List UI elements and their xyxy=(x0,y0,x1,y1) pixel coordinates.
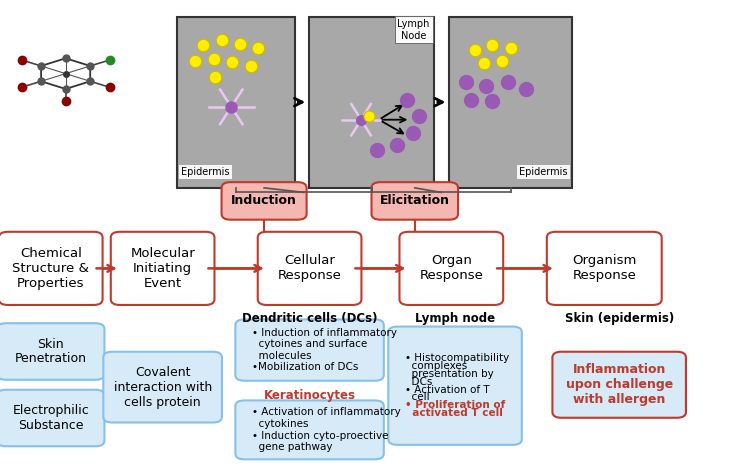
FancyBboxPatch shape xyxy=(222,182,307,219)
Text: DCs: DCs xyxy=(404,377,432,387)
Text: Induction: Induction xyxy=(231,194,297,208)
Text: • Activation of inflammatory
  cytokines
• Induction cyto-proective
  gene pathw: • Activation of inflammatory cytokines •… xyxy=(252,408,401,452)
Text: Keratinocytes: Keratinocytes xyxy=(263,389,356,402)
Text: cell: cell xyxy=(404,392,430,402)
Text: Cellular
Response: Cellular Response xyxy=(278,255,342,282)
FancyBboxPatch shape xyxy=(309,17,434,188)
Text: Epidermis: Epidermis xyxy=(181,167,230,177)
FancyBboxPatch shape xyxy=(449,17,572,188)
Text: • Histocompatibility: • Histocompatibility xyxy=(404,353,509,363)
Text: Skin (epidermis): Skin (epidermis) xyxy=(565,312,674,325)
FancyBboxPatch shape xyxy=(388,327,522,445)
FancyBboxPatch shape xyxy=(236,400,383,459)
FancyBboxPatch shape xyxy=(0,390,104,446)
Text: complexes: complexes xyxy=(404,361,467,371)
Text: • Activation of T: • Activation of T xyxy=(404,385,489,395)
Text: Electrophilic
Substance: Electrophilic Substance xyxy=(13,404,89,432)
Text: • Proliferation of: • Proliferation of xyxy=(404,400,505,410)
Text: Inflammation
upon challenge
with allergen: Inflammation upon challenge with allerge… xyxy=(565,363,673,406)
FancyBboxPatch shape xyxy=(552,352,686,418)
FancyBboxPatch shape xyxy=(236,319,383,381)
Text: Lymph
Node: Lymph Node xyxy=(398,19,430,40)
FancyBboxPatch shape xyxy=(372,182,458,219)
FancyBboxPatch shape xyxy=(258,232,362,305)
Text: Organism
Response: Organism Response xyxy=(572,255,636,282)
Text: activated T cell: activated T cell xyxy=(404,408,503,418)
Text: Organ
Response: Organ Response xyxy=(419,255,483,282)
Text: Elicitation: Elicitation xyxy=(380,194,450,208)
FancyBboxPatch shape xyxy=(0,232,103,305)
Text: Lymph node: Lymph node xyxy=(415,312,495,325)
Text: Dendritic cells (DCs): Dendritic cells (DCs) xyxy=(242,312,377,325)
Text: Covalent
interaction with
cells protein: Covalent interaction with cells protein xyxy=(113,366,212,408)
Text: Skin
Penetration: Skin Penetration xyxy=(15,338,87,365)
Text: presentation by: presentation by xyxy=(404,369,493,379)
FancyBboxPatch shape xyxy=(177,17,295,188)
Text: Molecular
Initiating
Event: Molecular Initiating Event xyxy=(131,247,195,290)
FancyBboxPatch shape xyxy=(547,232,662,305)
Text: • Induction of inflammatory
  cytoines and surface
  molecules
•Mobilization of : • Induction of inflammatory cytoines and… xyxy=(252,328,397,372)
FancyBboxPatch shape xyxy=(103,352,222,423)
FancyBboxPatch shape xyxy=(400,232,503,305)
FancyBboxPatch shape xyxy=(0,323,104,380)
Text: Chemical
Structure &
Properties: Chemical Structure & Properties xyxy=(12,247,90,290)
FancyBboxPatch shape xyxy=(110,232,215,305)
Text: Epidermis: Epidermis xyxy=(519,167,568,177)
